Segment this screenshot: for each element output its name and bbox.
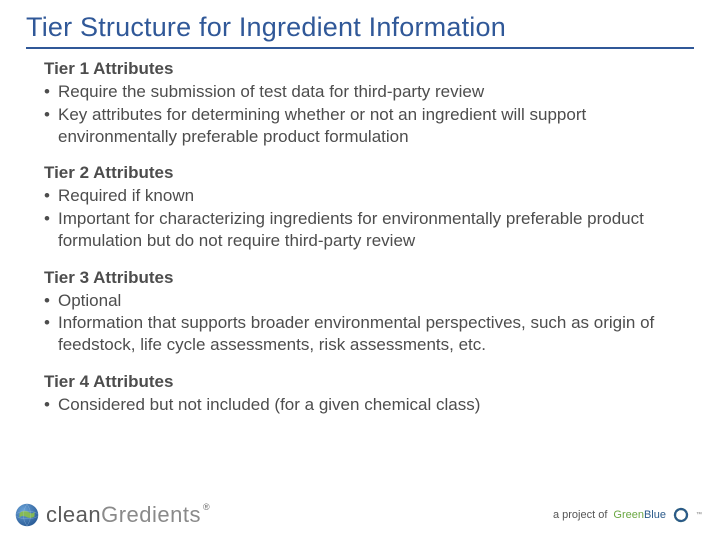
tier-3-heading: Tier 3 Attributes: [44, 268, 694, 288]
slide-title: Tier Structure for Ingredient Informatio…: [26, 12, 694, 49]
gb-blue: Blue: [644, 509, 666, 521]
trademark: ™: [696, 512, 702, 518]
tier-4-block: Tier 4 Attributes Considered but not inc…: [26, 372, 694, 416]
greenblue-attribution: a project of GreenBlue ™: [553, 506, 702, 524]
logo-word-gredients: Gredients: [101, 502, 201, 527]
slide-container: Tier Structure for Ingredient Informatio…: [0, 0, 720, 540]
gb-green: Green: [613, 509, 644, 521]
tier-1-block: Tier 1 Attributes Require the submission…: [26, 59, 694, 147]
tier-2-heading: Tier 2 Attributes: [44, 163, 694, 183]
globe-icon: [12, 500, 42, 530]
tier-3-block: Tier 3 Attributes Optional Information t…: [26, 268, 694, 356]
footer: cleanGredients® a project of GreenBlue ™: [0, 496, 720, 540]
greenblue-wordmark: GreenBlue: [613, 509, 666, 521]
tier-4-heading: Tier 4 Attributes: [44, 372, 694, 392]
logo-word-clean: clean: [46, 502, 101, 527]
ring-icon: [672, 506, 690, 524]
tier-3-bullet-2: Information that supports broader enviro…: [44, 312, 694, 356]
tier-1-bullet-1: Require the submission of test data for …: [44, 81, 694, 103]
registered-mark: ®: [203, 502, 210, 512]
tier-3-bullet-1: Optional: [44, 290, 694, 312]
tier-2-bullet-2: Important for characterizing ingredients…: [44, 208, 694, 252]
cleangredients-wordmark: cleanGredients®: [46, 502, 210, 528]
tier-1-heading: Tier 1 Attributes: [44, 59, 694, 79]
tier-1-bullet-2: Key attributes for determining whether o…: [44, 104, 694, 148]
tier-2-bullet-1: Required if known: [44, 185, 694, 207]
tier-2-block: Tier 2 Attributes Required if known Impo…: [26, 163, 694, 251]
project-of-label: a project of: [553, 509, 607, 521]
cleangredients-logo: cleanGredients®: [12, 500, 210, 530]
tier-4-bullet-1: Considered but not included (for a given…: [44, 394, 694, 416]
